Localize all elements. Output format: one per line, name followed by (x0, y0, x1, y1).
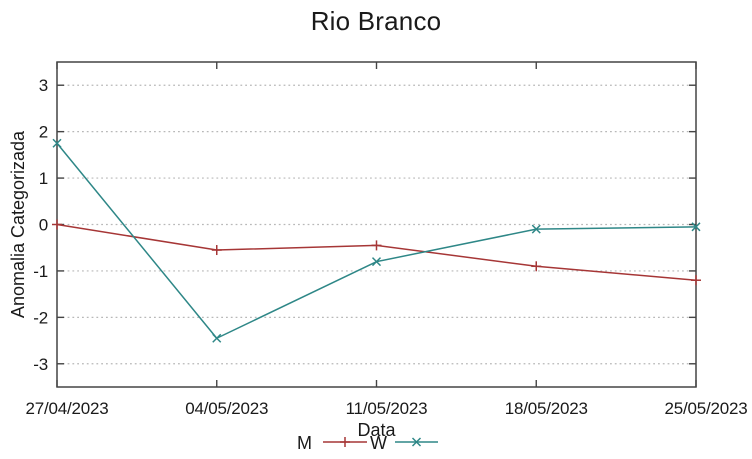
legend-label: W (370, 433, 387, 453)
cross-marker (691, 222, 701, 232)
plus-marker (371, 240, 382, 251)
legend-label: M (297, 433, 312, 453)
y-axis-label: Anomalia Categorizada (8, 130, 28, 318)
x-tick-label: 04/05/2023 (185, 399, 268, 418)
plus-marker (52, 219, 62, 230)
cross-marker (411, 437, 422, 447)
y-tick-label: 0 (39, 216, 48, 235)
y-tick-label: 1 (39, 169, 48, 188)
chart-title: Rio Branco (310, 6, 442, 36)
y-tick-label: -3 (33, 355, 48, 374)
x-tick-label: 18/05/2023 (505, 399, 588, 418)
plus-marker (340, 437, 350, 447)
y-tick-label: -2 (33, 308, 48, 327)
y-tick-label: 3 (39, 76, 48, 95)
plus-marker (531, 261, 542, 272)
series-line-M (56, 223, 697, 281)
cross-marker (371, 257, 382, 267)
y-tick-label: -1 (33, 262, 48, 281)
cross-marker (52, 138, 62, 148)
x-tick-label: 25/05/2023 (664, 399, 747, 418)
plus-marker (211, 245, 222, 256)
y-tick-label: 2 (39, 123, 48, 142)
x-tick-label: 11/05/2023 (346, 399, 428, 418)
plus-marker (691, 275, 701, 286)
x-tick-label: 27/04/2023 (25, 399, 108, 418)
cross-marker (212, 333, 222, 343)
x-axis-label: Data (357, 420, 396, 440)
cross-marker (531, 224, 541, 234)
